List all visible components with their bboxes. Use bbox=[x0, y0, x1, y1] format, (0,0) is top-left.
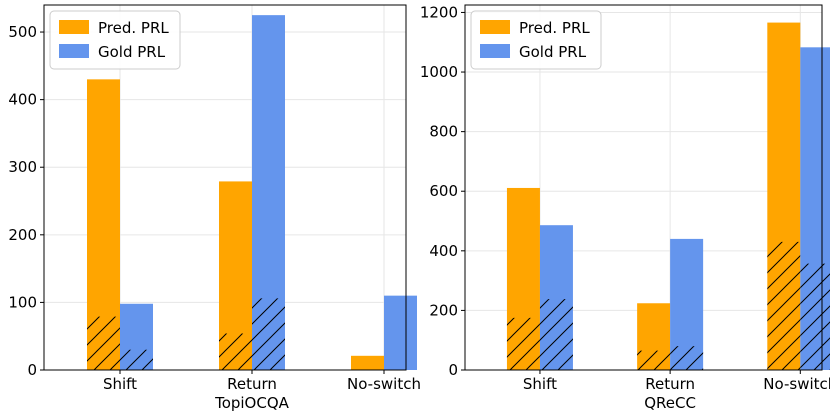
legend-label: Gold PRL bbox=[98, 43, 166, 61]
bar-pred-prl-no-switch bbox=[351, 355, 384, 370]
bar-hatch-gold-prl-shift bbox=[120, 349, 153, 370]
x-tick-label-no-switch: No-switch bbox=[347, 375, 421, 393]
x-tick-label-no-switch: No-switch bbox=[763, 375, 830, 393]
y-tick-label: 0 bbox=[27, 361, 37, 379]
bar-hatch-pred-prl-shift bbox=[506, 317, 540, 370]
bar-hatch-pred-prl-return bbox=[219, 333, 252, 370]
legend-label: Pred. PRL bbox=[98, 19, 169, 37]
x-axis-title: QReCC bbox=[644, 394, 696, 412]
legend-label: Pred. PRL bbox=[519, 19, 590, 37]
legend-swatch bbox=[480, 44, 510, 58]
y-tick-label: 200 bbox=[429, 301, 458, 319]
bar-hatch-pred-prl-shift bbox=[87, 316, 120, 370]
x-tick-label-return: Return bbox=[227, 375, 277, 393]
bar-hatch-pred-prl-no-switch bbox=[767, 241, 801, 370]
y-tick-label: 400 bbox=[429, 242, 458, 260]
bar-hatch-pred-prl-return bbox=[637, 350, 671, 370]
y-tick-label: 0 bbox=[448, 361, 458, 379]
y-tick-label: 800 bbox=[429, 123, 458, 141]
bar-hatch-gold-prl-return bbox=[252, 298, 285, 370]
legend-swatch bbox=[59, 20, 89, 34]
plot-frame bbox=[464, 4, 823, 371]
legend: Pred. PRL Gold PRL bbox=[470, 10, 602, 70]
x-axis-title: TopiOCQA bbox=[214, 394, 290, 412]
bar-hatch-gold-prl-return bbox=[670, 346, 704, 370]
bar-hatch-gold-prl-no-switch bbox=[800, 263, 830, 370]
y-tick-label: 1000 bbox=[420, 63, 458, 81]
chart-panel-1: 0 200 400 600 800 1000 1200 Shift Return No-switc… bbox=[420, 3, 830, 412]
legend-label: Gold PRL bbox=[519, 43, 587, 61]
x-tick-label-shift: Shift bbox=[103, 375, 137, 393]
legend-swatch bbox=[480, 20, 510, 34]
x-tick-label-shift: Shift bbox=[523, 375, 557, 393]
plot-frame bbox=[43, 4, 407, 371]
bar-gold-prl-no-switch bbox=[384, 295, 417, 370]
bar-hatch-gold-prl-shift bbox=[539, 299, 573, 370]
y-tick-label: 1200 bbox=[420, 3, 458, 21]
legend: Pred. PRL Gold PRL bbox=[49, 10, 181, 70]
y-tick-label: 200 bbox=[8, 226, 37, 244]
chart-panel-0: 0 100 200 300 400 500 Shift Return No-switch Topi… bbox=[8, 4, 421, 412]
x-tick-label-return: Return bbox=[645, 375, 695, 393]
y-tick-label: 500 bbox=[8, 23, 37, 41]
y-tick-label: 600 bbox=[429, 182, 458, 200]
legend-swatch bbox=[59, 44, 89, 58]
y-tick-label: 400 bbox=[8, 91, 37, 109]
y-tick-label: 300 bbox=[8, 158, 37, 176]
y-tick-label: 100 bbox=[8, 293, 37, 311]
